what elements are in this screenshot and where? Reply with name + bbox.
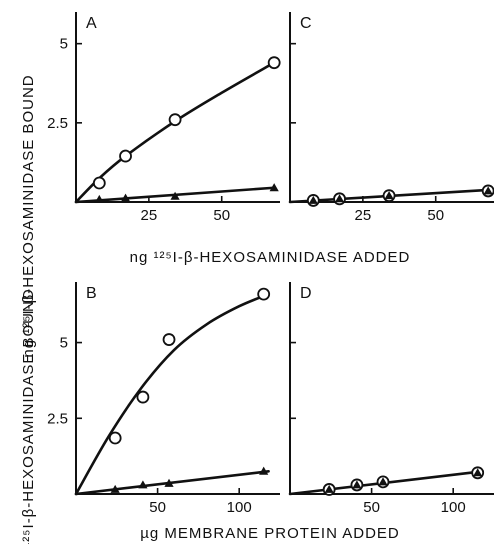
x-tick-label: 25 xyxy=(141,207,158,224)
y-tick-label: 2.5 xyxy=(47,115,68,132)
x-tick-label: 100 xyxy=(441,499,466,516)
x-tick-label: 50 xyxy=(213,207,230,224)
open-circle-point xyxy=(92,176,106,190)
panel-B: B 50 100 2.5 5 xyxy=(47,282,280,516)
panel-D: D 50 100 xyxy=(288,282,494,516)
filled-triangle-point xyxy=(94,194,104,203)
filled-triangle-point xyxy=(308,195,318,204)
x-axis-title-bottom: µg MEMBRANE PROTEIN ADDED xyxy=(140,525,400,542)
open-circle-point xyxy=(168,113,182,127)
y-tick-label: 5 xyxy=(60,36,68,53)
x-tick-label: 50 xyxy=(149,499,166,516)
panel-label: A xyxy=(86,15,97,32)
filled-triangle-point xyxy=(110,484,120,493)
filled-triangle-point xyxy=(384,191,394,200)
panel-label: D xyxy=(300,285,312,302)
filled-triangle-point xyxy=(269,183,279,192)
open-circle-point xyxy=(136,390,150,404)
open-circle-point xyxy=(108,431,122,445)
panel-label: B xyxy=(86,285,97,302)
filled-triangle-point xyxy=(259,466,269,475)
y-tick-label: 2.5 xyxy=(47,410,68,427)
x-tick-label: 50 xyxy=(427,207,444,224)
open-circle-point xyxy=(267,56,281,70)
panel-C: C 25 50 xyxy=(288,12,494,224)
x-tick-label: 25 xyxy=(355,207,372,224)
open-circle-point xyxy=(257,287,271,301)
panel-A: A 25 50 2.5 5 xyxy=(47,12,281,224)
x-axis-title-top: ng ¹²⁵I-β-HEXOSAMINIDASE ADDED xyxy=(130,249,411,266)
filled-triangle-point xyxy=(120,193,131,202)
filled-triangle-point xyxy=(352,480,362,489)
x-tick-label: 100 xyxy=(227,499,252,516)
y-axis-title-top: ng ¹²⁵I-β-HEXOSAMINIDASE BOUND xyxy=(20,74,37,357)
panel-label: C xyxy=(300,15,312,32)
y-tick-label: 5 xyxy=(60,335,68,352)
filled-triangle-point xyxy=(473,468,483,477)
filled-triangle-point xyxy=(324,484,334,493)
open-circle-point xyxy=(162,333,176,346)
series-1-curve xyxy=(74,292,270,496)
filled-triangle-point xyxy=(334,194,345,203)
filled-triangle-point xyxy=(164,478,174,487)
filled-triangle-point xyxy=(170,191,180,200)
chart-panels: A 25 50 2.5 5 C 25 50 B 50 100 2.5 5 D 50 100 xyxy=(47,12,494,516)
y-axis-title-bottom: ¹²⁵I-β-HEXOSAMINIDASE BOUND xyxy=(20,288,37,544)
series-1-curve xyxy=(74,61,276,204)
series-2-curve xyxy=(74,469,270,496)
x-tick-label: 50 xyxy=(363,499,380,516)
filled-triangle-point xyxy=(138,480,148,489)
filled-triangle-point xyxy=(378,477,388,486)
open-circle-point xyxy=(119,149,132,163)
filled-triangle-point xyxy=(483,186,493,195)
